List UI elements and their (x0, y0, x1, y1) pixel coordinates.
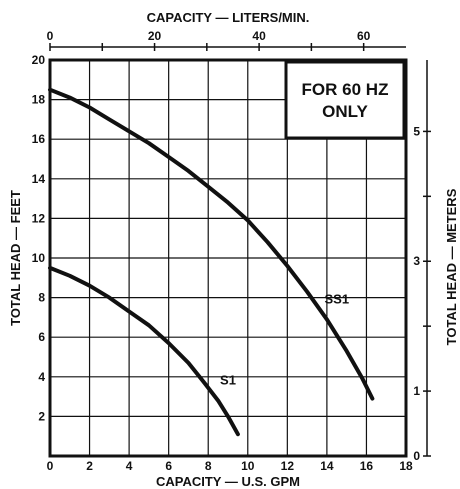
y-tick-label: 14 (32, 172, 46, 186)
x-axis-title: CAPACITY — U.S. GPM (156, 474, 300, 489)
x-tick-label: 2 (86, 459, 93, 473)
y-tick-label: 16 (32, 132, 46, 146)
y2-axis-title: TOTAL HEAD — METERS (444, 188, 459, 345)
y-tick-label: 6 (38, 330, 45, 344)
x-tick-label: 4 (126, 459, 133, 473)
y-axis-feet: 2 4 6 8 10 12 14 16 18 20 (32, 53, 46, 423)
x-tick-label: 16 (360, 459, 374, 473)
frequency-note-box (284, 60, 406, 140)
y-axis-meters: 0 1 3 5 (413, 60, 431, 463)
series-label-s1: S1 (220, 373, 236, 388)
y2-tick-label: 1 (413, 384, 420, 398)
x-tick-label: 0 (47, 459, 54, 473)
x-tick-label: 18 (399, 459, 413, 473)
x2-axis-title: CAPACITY — LITERS/MIN. (147, 10, 310, 25)
y-tick-label: 2 (38, 409, 45, 423)
y-tick-label: 8 (38, 291, 45, 305)
series-label-ss1: SS1 (324, 292, 349, 307)
y-tick-label: 12 (32, 211, 46, 225)
y2-tick-label: 5 (413, 124, 420, 138)
x-tick-label: 12 (281, 459, 295, 473)
x-axis-gpm: 0 2 4 6 8 10 12 14 16 18 (47, 459, 413, 473)
y2-tick-label: 3 (413, 254, 420, 268)
y-axis-title: TOTAL HEAD — FEET (8, 190, 23, 326)
x-axis-liters-per-minute: 0 20 40 60 (47, 29, 406, 51)
plot-frame (48, 58, 408, 458)
series-group: SS1 S1 (48, 87, 375, 437)
y-tick-label: 4 (38, 370, 45, 384)
y-tick-label: 20 (32, 53, 46, 67)
x-tick-label: 10 (241, 459, 255, 473)
x-tick-label: 6 (165, 459, 172, 473)
y-tick-label: 10 (32, 251, 46, 265)
y-tick-label: 18 (32, 93, 46, 107)
y2-tick-label: 0 (413, 449, 420, 463)
x-tick-label: 14 (320, 459, 334, 473)
series-line-ss1 (48, 87, 375, 401)
x2-tick-label: 40 (252, 29, 266, 43)
frequency-note-line2: ONLY (322, 102, 368, 121)
x2-tick-label: 60 (357, 29, 371, 43)
x2-tick-label: 20 (148, 29, 162, 43)
frequency-note-line1: FOR 60 HZ (302, 80, 389, 99)
x2-tick-label: 0 (47, 29, 54, 43)
series-line-s1 (48, 265, 240, 437)
x-tick-label: 8 (205, 459, 212, 473)
frequency-note: FOR 60 HZ ONLY (284, 60, 406, 140)
